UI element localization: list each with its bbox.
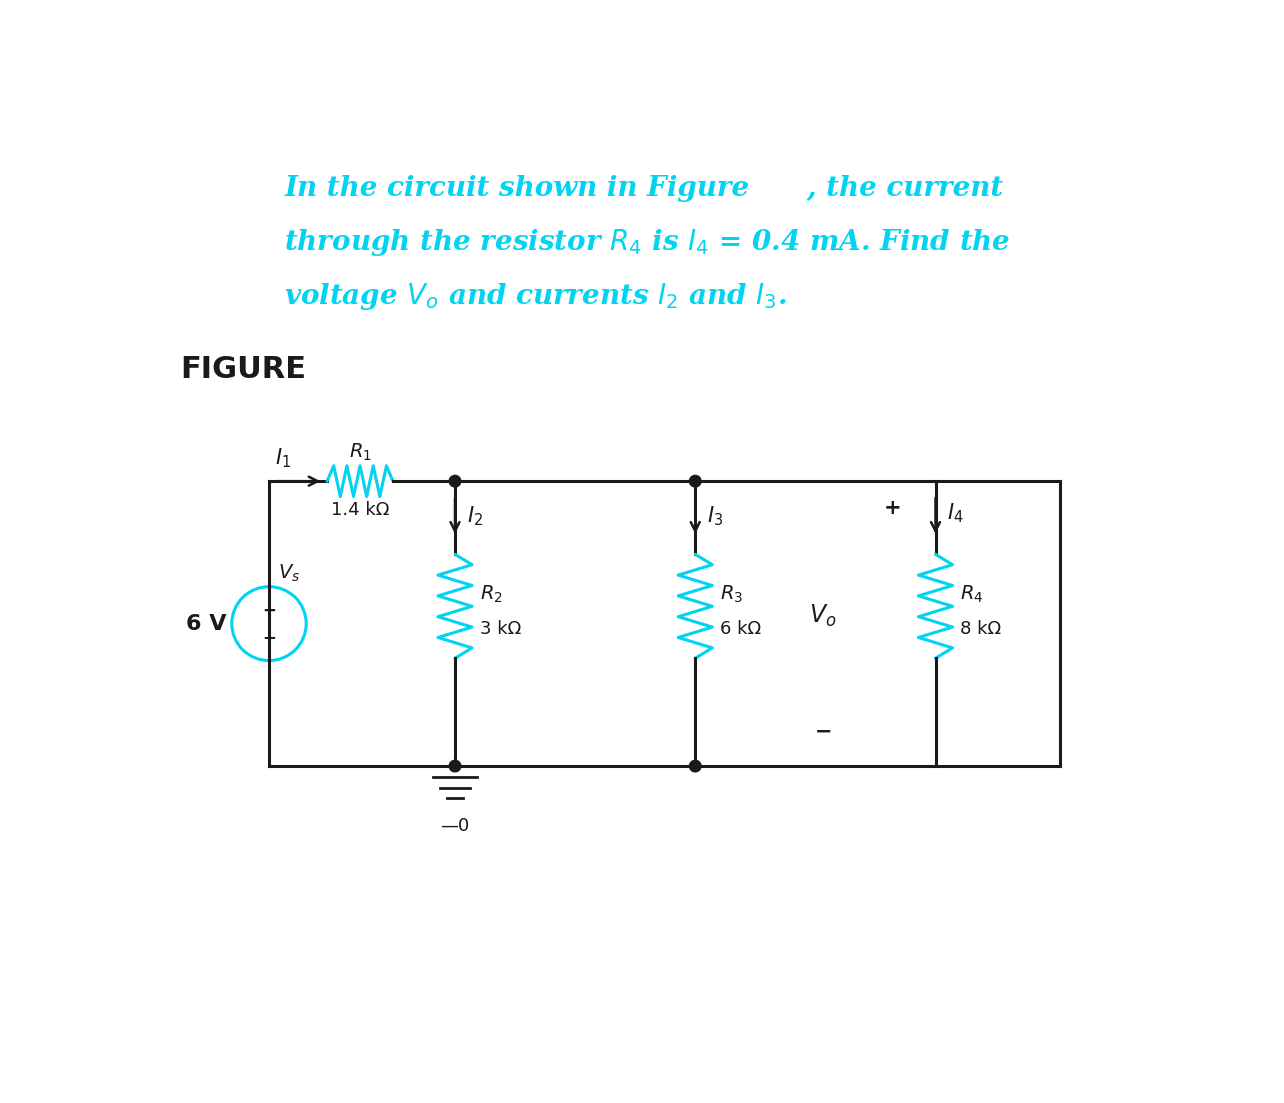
Text: FIGURE: FIGURE: [180, 355, 306, 384]
Text: $R_1$: $R_1$: [348, 441, 371, 462]
Text: $V_s$: $V_s$: [279, 563, 300, 583]
Text: $I_3$: $I_3$: [707, 504, 723, 527]
Text: —0: —0: [440, 817, 470, 835]
Text: −: −: [814, 721, 832, 741]
Text: 6 V: 6 V: [186, 613, 226, 633]
Text: In the circuit shown in Figure      , the current: In the circuit shown in Figure , the cur…: [285, 175, 1004, 202]
Text: 3 kΩ: 3 kΩ: [480, 620, 521, 639]
Text: +: +: [885, 499, 901, 518]
Text: $R_3$: $R_3$: [720, 585, 743, 606]
Text: −: −: [262, 629, 276, 646]
Text: $V_o$: $V_o$: [809, 603, 837, 629]
Text: 1.4 kΩ: 1.4 kΩ: [331, 502, 389, 520]
Text: $R_2$: $R_2$: [480, 585, 502, 606]
Text: $I_1$: $I_1$: [275, 447, 291, 470]
Circle shape: [449, 760, 461, 772]
Text: 8 kΩ: 8 kΩ: [960, 620, 1002, 639]
Text: $I_2$: $I_2$: [466, 504, 483, 527]
Text: $R_4$: $R_4$: [960, 585, 984, 606]
Text: voltage $V_o$ and currents $I_2$ and $I_3$.: voltage $V_o$ and currents $I_2$ and $I_…: [285, 281, 787, 312]
Circle shape: [449, 475, 461, 486]
Circle shape: [690, 475, 701, 486]
Text: +: +: [262, 601, 276, 620]
Text: through the resistor $R_4$ is $I_4$ = 0.4 mA. Find the: through the resistor $R_4$ is $I_4$ = 0.…: [285, 227, 1011, 258]
Circle shape: [690, 760, 701, 772]
Text: 6 kΩ: 6 kΩ: [720, 620, 761, 639]
Text: $I_4$: $I_4$: [948, 502, 964, 525]
